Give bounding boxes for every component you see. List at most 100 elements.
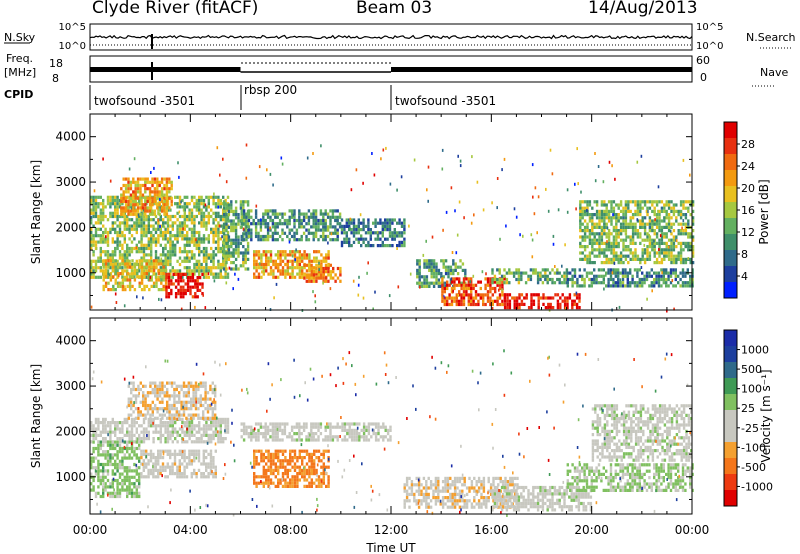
heatmap-cell <box>669 281 673 285</box>
heatmap-cell <box>458 280 461 284</box>
heatmap-cell <box>255 462 258 466</box>
heatmap-cell <box>93 189 96 193</box>
heatmap-cell <box>172 272 175 276</box>
heatmap-cell <box>140 198 143 203</box>
heatmap-cell <box>605 241 608 245</box>
heatmap-cell <box>104 240 107 244</box>
heatmap-cell <box>116 427 119 431</box>
heatmap-cell <box>131 284 134 288</box>
heatmap-cell <box>170 384 174 388</box>
heatmap-cell <box>195 424 198 428</box>
power-colorbar-label: Power [dB] <box>757 179 771 244</box>
heatmap-cell <box>127 199 130 204</box>
heatmap-cell <box>135 446 138 451</box>
heatmap-cell <box>193 230 196 235</box>
heatmap-cell <box>615 245 618 249</box>
heatmap-cell <box>372 221 375 225</box>
heatmap-cell <box>293 253 297 257</box>
heatmap-cell <box>605 284 608 288</box>
heatmap-cell <box>214 407 217 411</box>
heatmap-cell <box>162 234 165 238</box>
heatmap-cell <box>140 214 143 219</box>
heatmap-cell <box>343 240 346 244</box>
heatmap-cell <box>219 250 222 254</box>
heatmap-cell <box>658 238 661 242</box>
heatmap-cell <box>269 465 273 469</box>
heatmap-cell <box>232 213 235 217</box>
heatmap-cell <box>206 397 210 401</box>
heatmap-cell <box>442 262 445 266</box>
heatmap-cell <box>672 257 676 261</box>
heatmap-cell <box>122 193 125 197</box>
heatmap-cell <box>224 417 227 421</box>
heatmap-cell <box>149 468 153 472</box>
heatmap-cell <box>307 209 311 213</box>
heatmap-cell <box>122 199 125 204</box>
heatmap-cell <box>336 209 339 213</box>
heatmap-cell <box>482 293 485 297</box>
heatmap-cell <box>298 262 301 267</box>
heatmap-cell <box>194 391 198 395</box>
heatmap-cell <box>127 400 130 404</box>
heatmap-cell <box>293 215 296 219</box>
heatmap-cell <box>684 244 686 248</box>
heatmap-cell <box>133 268 137 272</box>
heatmap-cell <box>157 272 161 276</box>
heatmap-cell <box>677 274 680 278</box>
heatmap-cell <box>217 195 220 199</box>
heatmap-cell <box>170 394 174 398</box>
heatmap-cell <box>128 224 131 228</box>
heatmap-cell <box>465 277 468 281</box>
heatmap-cell <box>277 256 280 260</box>
heatmap-cell <box>185 475 189 479</box>
cpid-row: CPID twofsound -3501 rbsp 200 twofsound … <box>4 83 496 110</box>
heatmap-cell <box>134 187 137 191</box>
heatmap-cell <box>331 238 335 242</box>
heatmap-cell <box>612 235 616 239</box>
heatmap-cell <box>326 225 330 229</box>
heatmap-cell <box>159 224 161 228</box>
heatmap-cell <box>336 276 340 280</box>
heatmap-cell <box>312 234 315 239</box>
heatmap-cell <box>116 485 119 489</box>
heatmap-cell <box>102 234 105 238</box>
heatmap-cell <box>477 293 480 297</box>
heatmap-cell <box>193 256 196 260</box>
heatmap-cell <box>303 250 306 254</box>
heatmap-cell <box>646 209 649 213</box>
heatmap-cell <box>147 237 150 241</box>
heatmap-cell <box>133 221 136 225</box>
heatmap-cell <box>222 235 226 239</box>
heatmap-cell <box>135 214 138 219</box>
heatmap-cell <box>494 280 497 284</box>
colorbar-tick-label: 16 <box>741 204 755 217</box>
heatmap-cell <box>600 216 604 220</box>
heatmap-cell <box>325 253 328 257</box>
heatmap-cell <box>334 273 337 277</box>
heatmap-cell <box>166 465 169 469</box>
heatmap-cell <box>111 485 114 489</box>
heatmap-cell <box>154 475 157 479</box>
heatmap-cell <box>109 259 113 263</box>
heatmap-cell <box>617 268 620 272</box>
heatmap-cell <box>565 274 569 278</box>
heatmap-cell <box>182 208 185 212</box>
heatmap-cell <box>106 269 110 273</box>
heatmap-cell <box>460 286 463 291</box>
heatmap-cell <box>305 238 308 242</box>
heatmap-cell <box>639 241 642 245</box>
heatmap-cell <box>244 222 247 226</box>
heatmap-cell <box>612 248 616 252</box>
heatmap-cell <box>230 267 233 271</box>
heatmap-cell <box>339 270 342 274</box>
heatmap-cell <box>308 256 311 260</box>
heatmap-cell <box>296 266 299 270</box>
heatmap-cell <box>222 241 226 245</box>
heatmap-cell <box>379 237 382 241</box>
heatmap-cell <box>202 198 206 203</box>
heatmap-cell <box>643 261 647 265</box>
heatmap-cell <box>661 271 663 275</box>
heatmap-cell <box>362 181 364 185</box>
heatmap-cell <box>201 282 204 286</box>
heatmap-cell <box>189 288 192 292</box>
